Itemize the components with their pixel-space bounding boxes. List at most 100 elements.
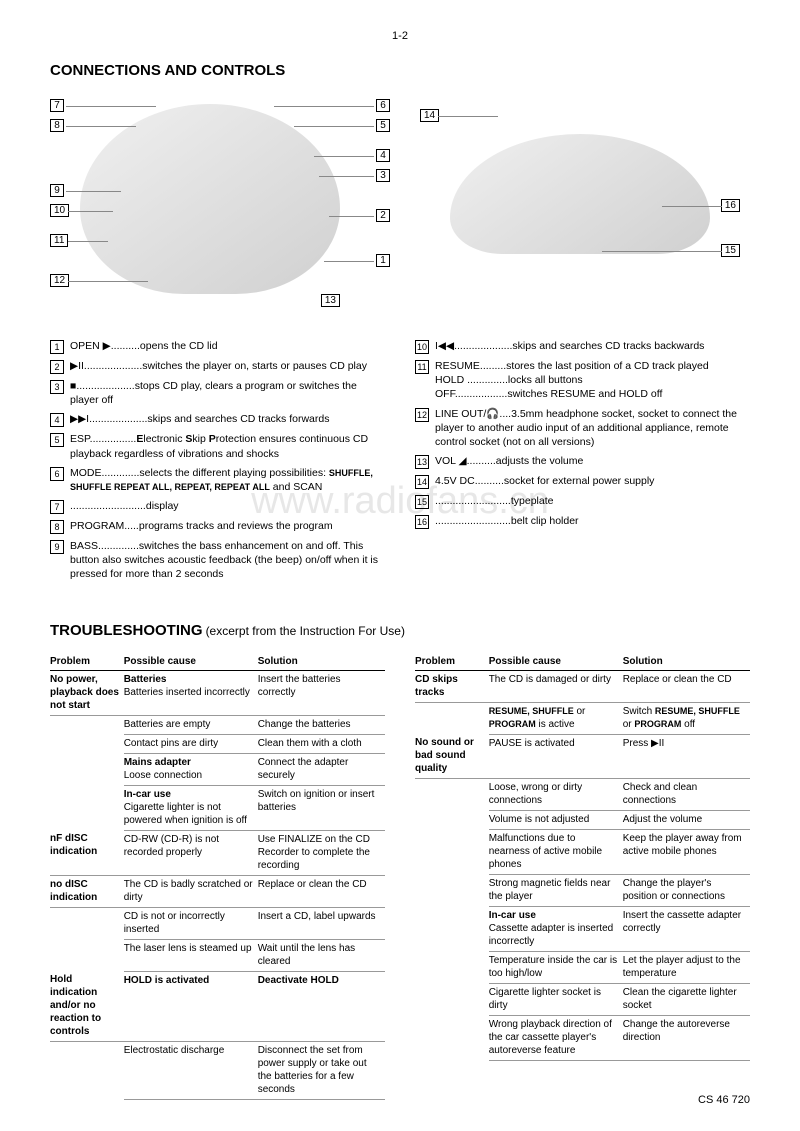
- cell-solution: Adjust the volume: [623, 811, 750, 830]
- cell-solution: Keep the player away from active mobile …: [623, 830, 750, 875]
- cell-solution: Press ▶II: [623, 734, 750, 779]
- cell-cause: In-car useCassette adapter is inserted i…: [489, 907, 623, 952]
- cell-solution: Disconnect the set from power supply or …: [258, 1042, 385, 1100]
- cell-problem: [50, 907, 124, 939]
- control-text: ESP................Electronic Skip Prote…: [70, 432, 385, 460]
- cell-solution: Use FINALIZE on the CD Recorder to compl…: [258, 830, 385, 875]
- cell-solution: Check and clean connections: [623, 779, 750, 811]
- callout-12: 12: [50, 274, 69, 287]
- callout-16: 16: [721, 199, 740, 212]
- cell-solution: Let the player adjust to the temperature: [623, 952, 750, 984]
- controls-list: 1OPEN ▶..........opens the CD lid 2 ▶II...…: [50, 339, 750, 587]
- control-number: 5: [50, 433, 64, 447]
- control-item: 2 ▶II....................switches the pla…: [50, 359, 385, 374]
- cell-problem: [50, 715, 124, 734]
- control-number: 6: [50, 467, 64, 481]
- cell-solution: Replace or clean the CD: [258, 875, 385, 907]
- control-item: 9BASS..............switches the bass enh…: [50, 539, 385, 582]
- table-row: In-car useCassette adapter is inserted i…: [415, 907, 750, 952]
- diagram-top-view: 7 8 9 10 11 12 6 5 4 3 2 1 13: [50, 94, 390, 314]
- table-row: nF dISC indicationCD-RW (CD-R) is not re…: [50, 830, 385, 875]
- cell-cause: In-car useCigarette lighter is not power…: [124, 785, 258, 830]
- cell-cause: PAUSE is activated: [489, 734, 623, 779]
- control-number: 10: [415, 340, 429, 354]
- cell-cause: HOLD is activated: [124, 971, 258, 1042]
- cell-problem: Hold indication and/or no reaction to co…: [50, 971, 124, 1042]
- cell-solution: Replace or clean the CD: [623, 670, 750, 702]
- callout-10: 10: [50, 204, 69, 217]
- cell-cause: Temperature inside the car is too high/l…: [489, 952, 623, 984]
- cell-problem: [415, 984, 489, 1016]
- control-text: ▶II....................switches the play…: [70, 359, 385, 374]
- cell-problem: [50, 785, 124, 830]
- cell-problem: [415, 830, 489, 875]
- cell-solution: Change the autoreverse direction: [623, 1016, 750, 1061]
- cell-problem: [415, 779, 489, 811]
- control-text: ▶▶I....................skips and searche…: [70, 412, 385, 427]
- cell-solution: Change the batteries: [258, 715, 385, 734]
- control-item: 1OPEN ▶..........opens the CD lid: [50, 339, 385, 354]
- cell-problem: [415, 907, 489, 952]
- control-item: 3■....................stops CD play, cle…: [50, 379, 385, 407]
- control-text: PROGRAM.....programs tracks and reviews …: [70, 519, 385, 534]
- callout-13: 13: [321, 294, 340, 307]
- control-text: LINE OUT/🎧....3.5mm headphone socket, so…: [435, 407, 750, 450]
- callout-8: 8: [50, 119, 64, 132]
- table-row: Volume is not adjustedAdjust the volume: [415, 811, 750, 830]
- cell-problem: CD skips tracks: [415, 670, 489, 702]
- cell-problem: [415, 952, 489, 984]
- table-row: CD skips tracksThe CD is damaged or dirt…: [415, 670, 750, 702]
- trouble-sub: (excerpt from the Instruction For Use): [206, 624, 405, 638]
- cell-cause: CD-RW (CD-R) is not recorded properly: [124, 830, 258, 875]
- cell-solution: Deactivate HOLD: [258, 971, 385, 1042]
- cell-cause: The CD is damaged or dirty: [489, 670, 623, 702]
- control-text: OPEN ▶..........opens the CD lid: [70, 339, 385, 354]
- callout-4: 4: [376, 149, 390, 162]
- table-row: RESUME, SHUFFLE or PROGRAM is activeSwit…: [415, 702, 750, 734]
- cell-cause: Malfunctions due to nearness of active m…: [489, 830, 623, 875]
- cell-cause: Contact pins are dirty: [124, 734, 258, 753]
- control-number: 13: [415, 455, 429, 469]
- table-row: Mains adapterLoose connectionConnect the…: [50, 753, 385, 785]
- table-row: Wrong playback direction of the car cass…: [415, 1016, 750, 1061]
- callout-3: 3: [376, 169, 390, 182]
- table-row: No power, playback does not startBatteri…: [50, 670, 385, 715]
- callout-9: 9: [50, 184, 64, 197]
- callout-14: 14: [420, 109, 439, 122]
- control-item: 12LINE OUT/🎧....3.5mm headphone socket, …: [415, 407, 750, 450]
- table-row: The laser lens is steamed upWait until t…: [50, 939, 385, 971]
- table-row: Loose, wrong or dirty connectionsCheck a…: [415, 779, 750, 811]
- cell-cause: Wrong playback direction of the car cass…: [489, 1016, 623, 1061]
- control-number: 8: [50, 520, 64, 534]
- cell-cause: Batteries are empty: [124, 715, 258, 734]
- cell-solution: Switch RESUME, SHUFFLE or PROGRAM off: [623, 702, 750, 734]
- cell-solution: Clean them with a cloth: [258, 734, 385, 753]
- table-row: Temperature inside the car is too high/l…: [415, 952, 750, 984]
- table-row: Batteries are emptyChange the batteries: [50, 715, 385, 734]
- table-row: Strong magnetic fields near the playerCh…: [415, 875, 750, 907]
- th-problem: Problem: [415, 654, 489, 671]
- page-number: 1-2: [50, 30, 750, 42]
- th-cause: Possible cause: [489, 654, 623, 671]
- callout-15: 15: [721, 244, 740, 257]
- th-solution: Solution: [258, 654, 385, 671]
- th-cause: Possible cause: [124, 654, 258, 671]
- cell-solution: Connect the adapter securely: [258, 753, 385, 785]
- cell-solution: Insert a CD, label upwards: [258, 907, 385, 939]
- control-item: 15..........................typeplate: [415, 494, 750, 509]
- cell-solution: Change the player's position or connecti…: [623, 875, 750, 907]
- control-text: ■....................stops CD play, clea…: [70, 379, 385, 407]
- trouble-table-left: Problem Possible cause Solution No power…: [50, 654, 385, 1101]
- callout-6: 6: [376, 99, 390, 112]
- cell-cause: Cigarette lighter socket is dirty: [489, 984, 623, 1016]
- callout-11: 11: [50, 234, 68, 247]
- troubleshoot-heading: TROUBLESHOOTING (excerpt from the Instru…: [50, 622, 750, 639]
- section-title: CONNECTIONS AND CONTROLS: [50, 62, 750, 79]
- control-text: I◀◀....................skips and searche…: [435, 339, 750, 354]
- cell-problem: [415, 1016, 489, 1061]
- cell-cause: BatteriesBatteries inserted incorrectly: [124, 670, 258, 715]
- cell-problem: [50, 939, 124, 971]
- control-text: ..........................typeplate: [435, 494, 750, 509]
- table-row: no dISC indicationThe CD is badly scratc…: [50, 875, 385, 907]
- control-number: 2: [50, 360, 64, 374]
